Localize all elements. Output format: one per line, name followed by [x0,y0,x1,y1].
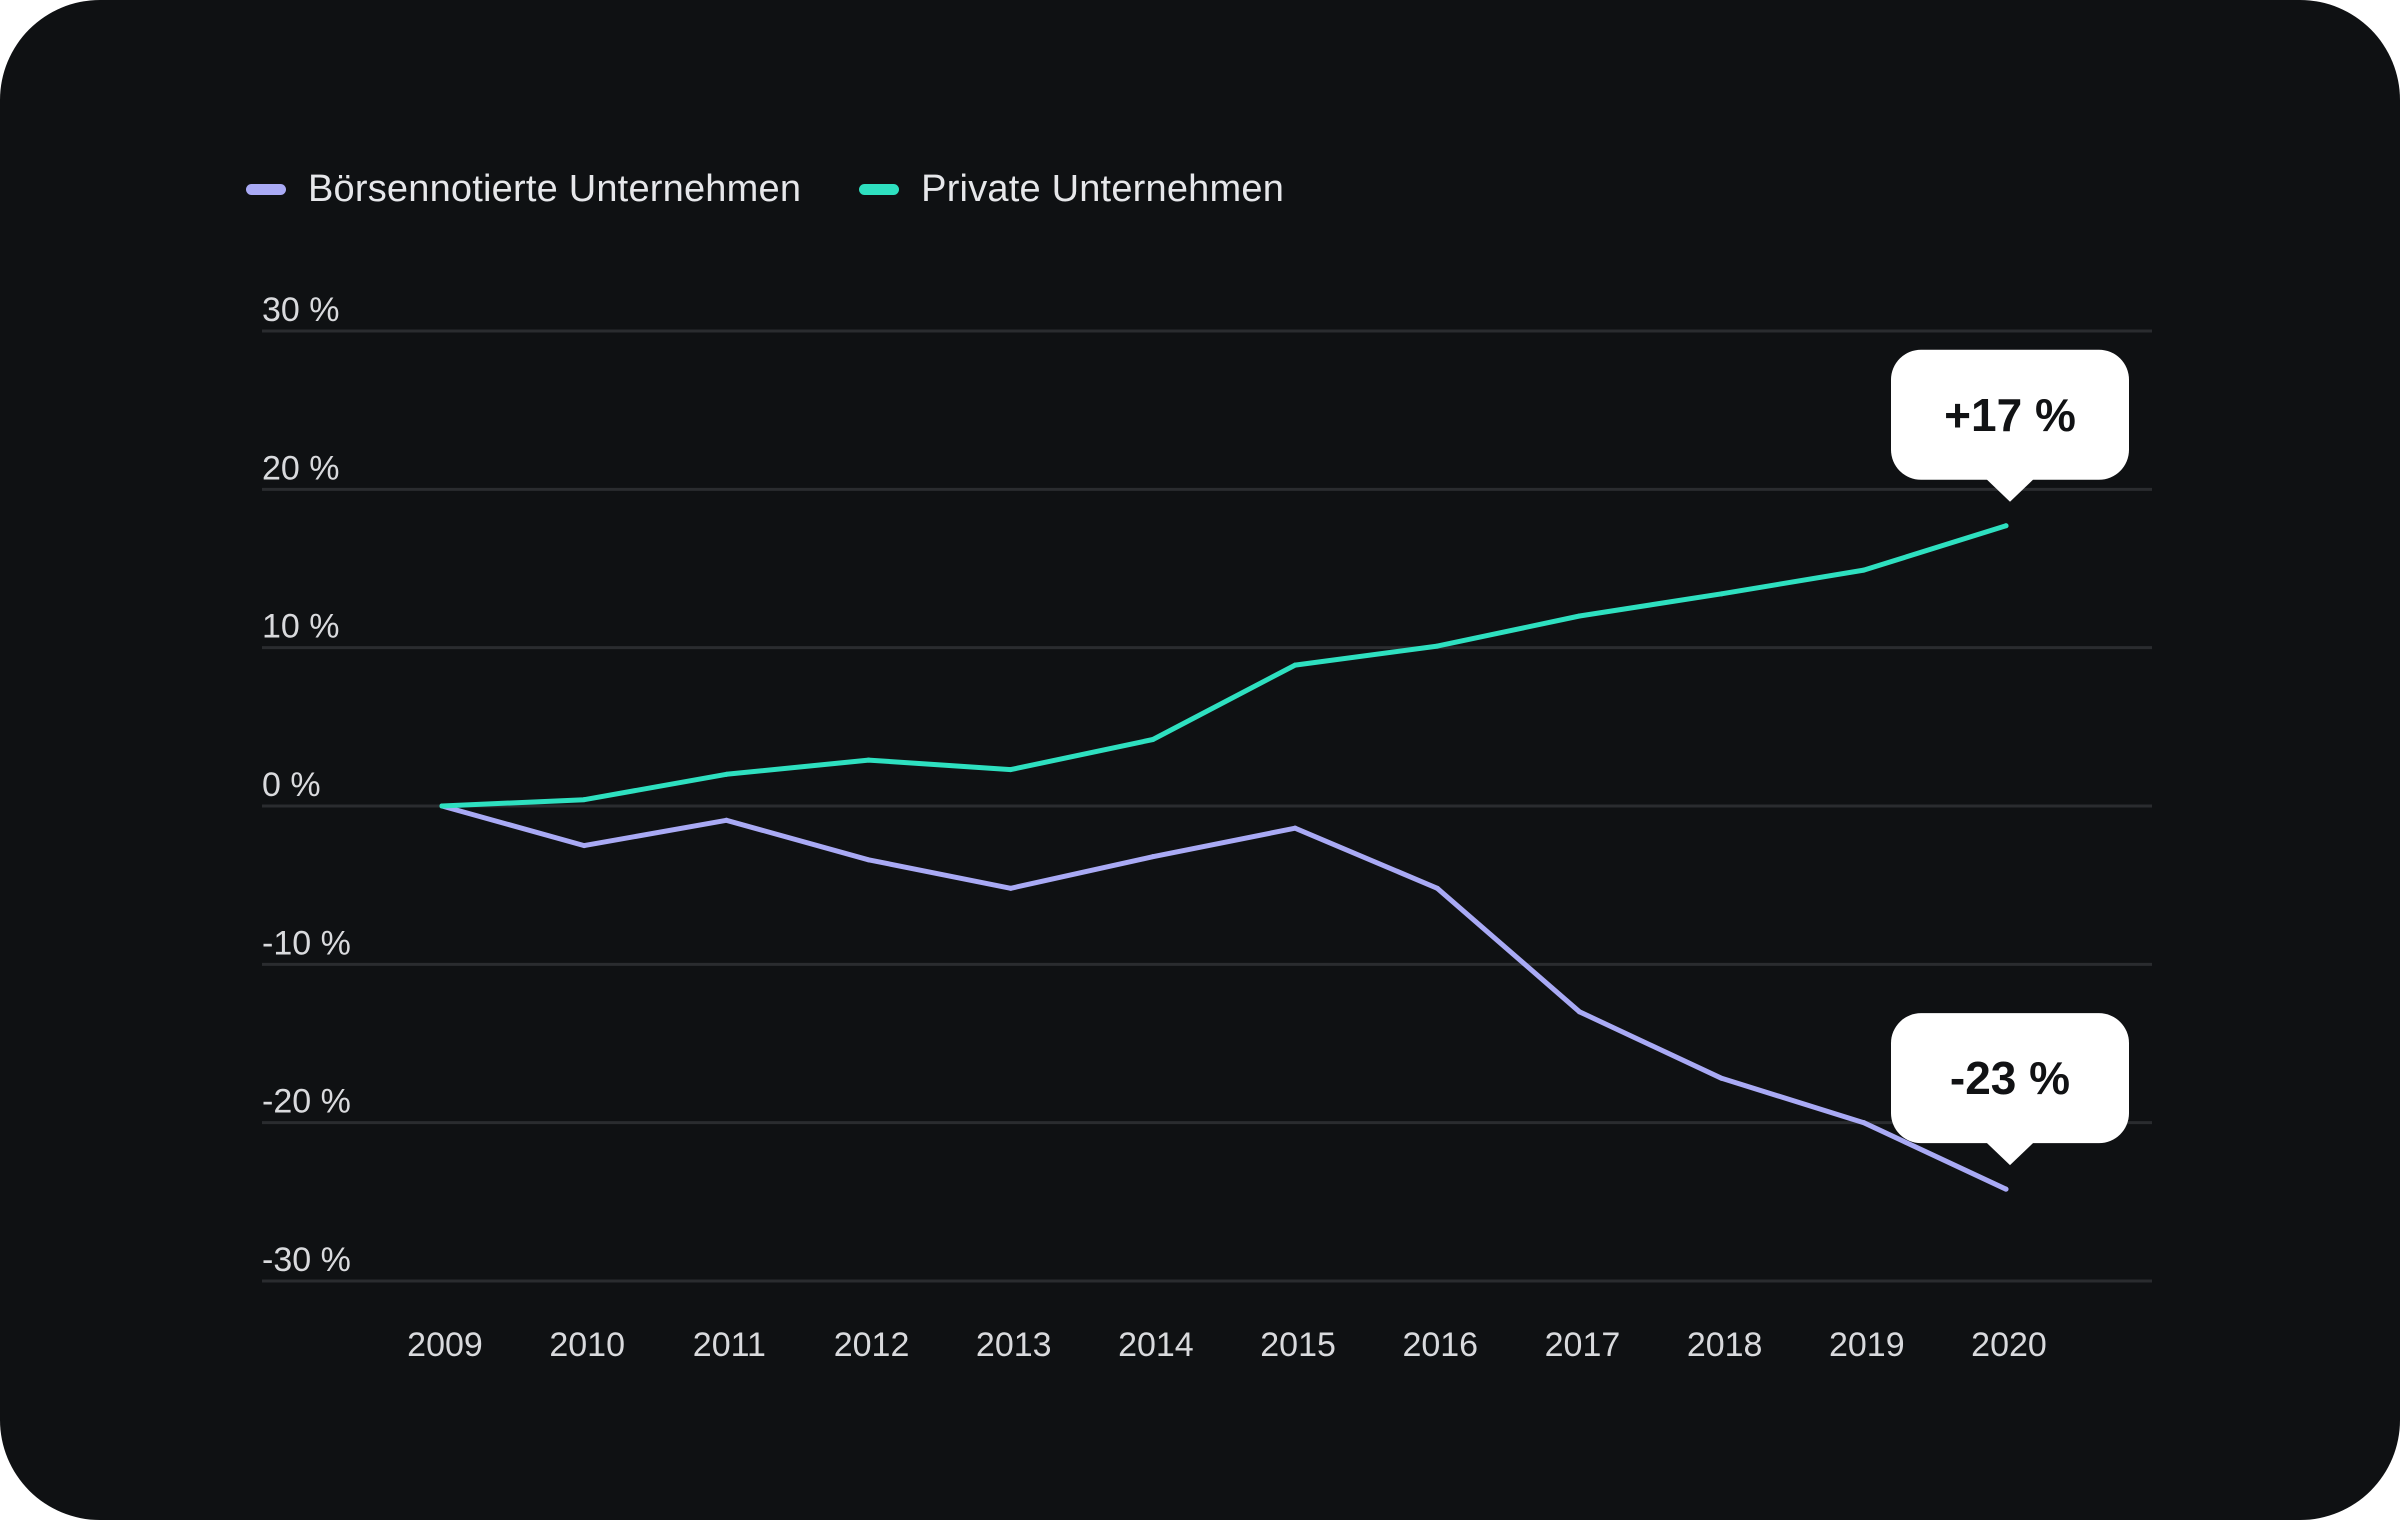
data-point-1-2009 [439,803,445,809]
series-line-1 [439,523,2009,809]
data-point-1-2016 [1434,643,1440,649]
callout-pointer-1 [1986,1142,2034,1166]
data-point-0-2013 [1008,885,1014,891]
callout-1: -23 % [1891,1013,2129,1166]
x-tick-label-2010: 2010 [549,1326,625,1364]
legend-label-listed: Börsennotierte Unternehmen [308,168,802,210]
legend-swatch-private [859,184,900,195]
data-point-1-2014 [1150,737,1156,742]
y-tick-label-1: 20 % [262,449,340,487]
data-point-1-2012 [866,757,872,763]
y-tick-label-2: 10 % [262,608,340,646]
legend-item-listed: Börsennotierte Unternehmen [246,168,801,211]
callout-label-0: +17 % [1944,389,2076,441]
x-tick-label-2017: 2017 [1545,1326,1621,1364]
x-tick-label-2011: 2011 [693,1326,766,1364]
callout-box-0 [1891,349,2129,480]
data-point-1-2015 [1292,662,1298,668]
legend: Börsennotierte Unternehmen Private Unter… [246,168,1342,211]
x-tick-label-2009: 2009 [407,1326,483,1364]
data-point-0-2010 [581,843,587,849]
callout-0: +17 % [1891,349,2129,502]
data-point-0-2020 [2003,1186,2009,1192]
data-point-1-2017 [1576,613,1582,619]
y-tick-label-5: -20 % [262,1083,351,1121]
data-point-1-2019 [1861,567,1867,573]
legend-swatch-listed [246,184,286,195]
x-tick-label-2016: 2016 [1402,1326,1478,1364]
x-tick-label-2012: 2012 [834,1326,910,1364]
x-tick-label-2014: 2014 [1118,1326,1194,1364]
data-point-0-2015 [1292,825,1298,831]
data-point-0-2011 [723,817,729,823]
callout-pointer-0 [1986,478,2034,502]
x-tick-label-2015: 2015 [1260,1326,1336,1364]
legend-item-private: Private Unternehmen [859,168,1284,211]
data-point-0-2016 [1434,885,1440,891]
y-tick-label-3: 0 % [262,766,321,804]
data-point-0-2014 [1150,854,1156,860]
data-point-0-2017 [1576,1009,1582,1015]
data-point-1-2013 [1008,767,1014,773]
callout-label-1: -23 % [1950,1052,2070,1104]
data-point-1-2011 [723,771,729,777]
data-point-0-2012 [866,857,872,863]
x-tick-label-2019: 2019 [1829,1326,1905,1364]
callout-box-1 [1891,1013,2129,1144]
series-line-0 [439,803,2009,1192]
data-point-0-2018 [1719,1075,1725,1081]
x-tick-label-2013: 2013 [976,1326,1052,1364]
data-point-0-2019 [1861,1120,1867,1126]
x-tick-label-2018: 2018 [1687,1326,1763,1364]
y-tick-label-6: -30 % [262,1241,351,1279]
x-tick-label-2020: 2020 [1971,1326,2047,1364]
data-point-1-2020 [2003,523,2009,529]
y-tick-label-0: 30 % [262,291,340,329]
data-point-1-2010 [581,797,587,803]
y-tick-label-4: -10 % [262,924,351,962]
legend-label-private: Private Unternehmen [921,168,1285,210]
data-point-1-2018 [1719,591,1725,597]
